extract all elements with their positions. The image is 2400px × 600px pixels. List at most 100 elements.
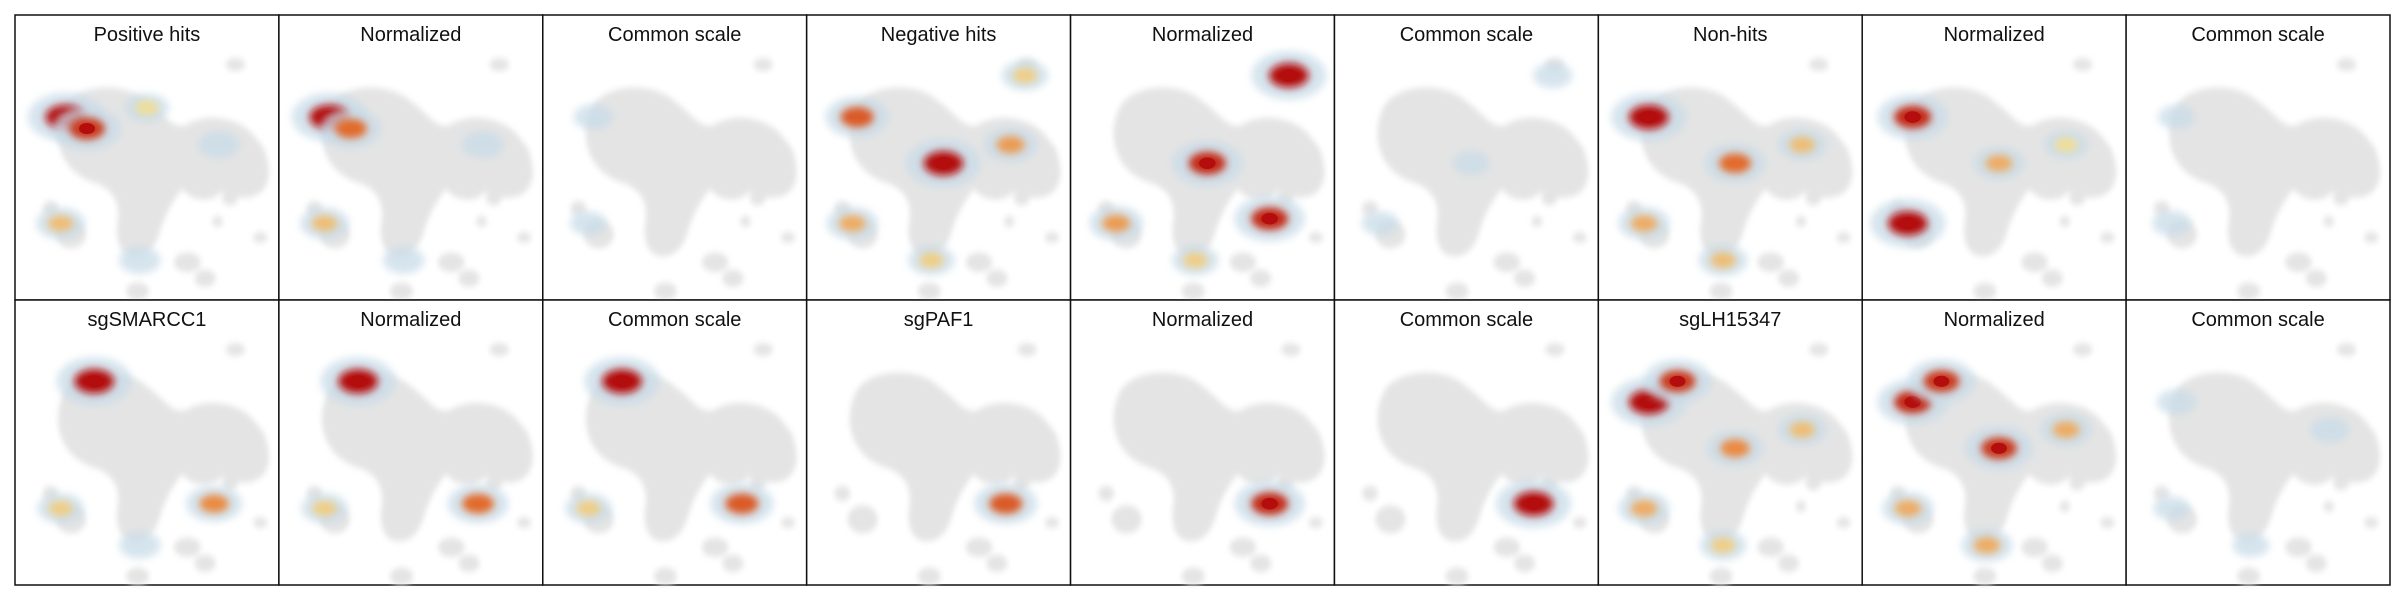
hotspot-core <box>1630 215 1658 232</box>
hotspot-core <box>919 252 944 268</box>
hotspot-core <box>838 215 866 232</box>
panel-title: Common scale <box>1400 24 1533 46</box>
panel-title: sgPAF1 <box>904 309 974 331</box>
hotspot-halo <box>2153 496 2191 521</box>
hotspot-halo <box>119 531 161 559</box>
panel-title: Common scale <box>2191 309 2324 331</box>
hotspot-core <box>1102 214 1131 232</box>
hotspot-core <box>576 500 601 516</box>
hotspot-peak <box>1899 217 1917 230</box>
hotspot-core <box>334 118 367 139</box>
hotspot-core <box>48 500 73 516</box>
hotspot-halo <box>382 246 425 274</box>
hotspot-core <box>311 215 338 232</box>
hotspot-peak <box>85 375 103 388</box>
hotspot-core <box>2052 421 2080 439</box>
hotspot-core <box>1183 252 1208 268</box>
panel-4: Negative hits <box>805 14 1072 301</box>
panel-13: sgPAF1 <box>805 299 1072 586</box>
hotspot-core <box>1789 421 1816 438</box>
hotspot-halo <box>1533 62 1573 89</box>
hotspot-halo <box>462 131 504 159</box>
panel-5: Normalized <box>1069 14 1336 301</box>
hotspot-core <box>1720 439 1750 458</box>
hotspot-core <box>1719 153 1752 174</box>
hotspot-peak <box>1639 110 1658 124</box>
panel-title: Negative hits <box>881 24 997 46</box>
panel-6: Common scale <box>1333 14 1600 301</box>
hotspot-halo <box>119 246 161 274</box>
hotspot-peak <box>1904 396 1921 408</box>
hotspot-peak <box>1669 375 1686 387</box>
panel-title: Positive hits <box>94 24 201 46</box>
hotspot-core <box>2054 137 2078 152</box>
panel-title: Normalized <box>1152 24 1253 46</box>
hotspot-peak <box>1261 497 1278 510</box>
hotspot-core <box>199 494 229 513</box>
panel-11: Normalized <box>278 299 544 586</box>
hotspot-halo <box>1361 211 1399 236</box>
panel-9: Common scale <box>2125 14 2391 301</box>
hotspot-halo <box>2310 417 2350 443</box>
hotspot-core <box>996 136 1025 154</box>
panel-14: Normalized <box>1069 299 1336 586</box>
hotspot-core <box>1710 252 1736 269</box>
hotspot-peak <box>1199 157 1216 170</box>
hotspot-core <box>461 493 495 514</box>
panel-title: Normalized <box>1944 24 2045 46</box>
hotspot-core <box>1630 500 1658 517</box>
hotspot-peak <box>1991 442 2007 454</box>
panels-layer: Positive hits Normalized Common scale Negat… <box>14 14 2391 586</box>
hotspot-halo <box>2156 389 2197 415</box>
panel-1: Positive hits <box>14 14 280 301</box>
hotspot-peak <box>79 123 95 135</box>
panel-title: Normalized <box>360 24 461 46</box>
hotspot-halo <box>198 131 240 159</box>
hotspot-core <box>840 106 874 128</box>
hotspot-peak <box>934 157 953 170</box>
panel-16: sgLH15347 <box>1597 299 1863 586</box>
hotspot-peak <box>349 375 367 388</box>
hotspot-peak <box>1904 111 1921 123</box>
hotspot-halo <box>1452 151 1490 176</box>
panel-title: Common scale <box>2191 24 2324 46</box>
hotspot-core <box>1894 500 1922 517</box>
panel-2: Normalized <box>278 14 544 301</box>
hotspot-core <box>135 100 159 115</box>
hotspot-core <box>312 500 337 516</box>
hotspot-core <box>725 493 759 514</box>
panel-8: Normalized <box>1861 14 2127 301</box>
hotspot-peak <box>1280 69 1298 82</box>
hotspot-core <box>989 493 1023 514</box>
panel-7: Non-hits <box>1597 14 1863 301</box>
panel-title: Normalized <box>1152 309 1253 331</box>
panel-title: Common scale <box>608 309 741 331</box>
hotspot-peak <box>1933 375 1950 387</box>
hotspot-core <box>1973 537 2001 554</box>
panel-title: Normalized <box>360 309 461 331</box>
hotspot-core <box>1789 136 1816 153</box>
panel-12: Common scale <box>542 299 808 586</box>
hotspot-peak <box>1524 497 1543 510</box>
panel-3: Common scale <box>542 14 808 301</box>
hotspot-halo <box>573 104 613 130</box>
panel-title: Common scale <box>1400 309 1533 331</box>
hotspot-core <box>1012 68 1038 83</box>
hotspot-peak <box>613 375 631 388</box>
hotspot-halo <box>570 211 607 236</box>
hotspot-core <box>47 215 74 232</box>
panel-title: Non-hits <box>1693 24 1767 46</box>
panel-18: Common scale <box>2125 299 2391 586</box>
panel-title: Normalized <box>1944 309 2045 331</box>
panel-title: sgSMARCC1 <box>87 309 206 331</box>
panel-title: Common scale <box>608 24 741 46</box>
hotspot-peak <box>1639 395 1658 409</box>
hotspot-halo <box>2158 105 2195 129</box>
panel-10: sgSMARCC1 <box>14 299 280 586</box>
hotspot-core <box>1710 537 1736 553</box>
panel-title: sgLH15347 <box>1679 309 1781 331</box>
panel-17: Normalized <box>1861 299 2127 586</box>
panel-15: Common scale <box>1333 299 1600 586</box>
hotspot-peak <box>1261 212 1278 225</box>
